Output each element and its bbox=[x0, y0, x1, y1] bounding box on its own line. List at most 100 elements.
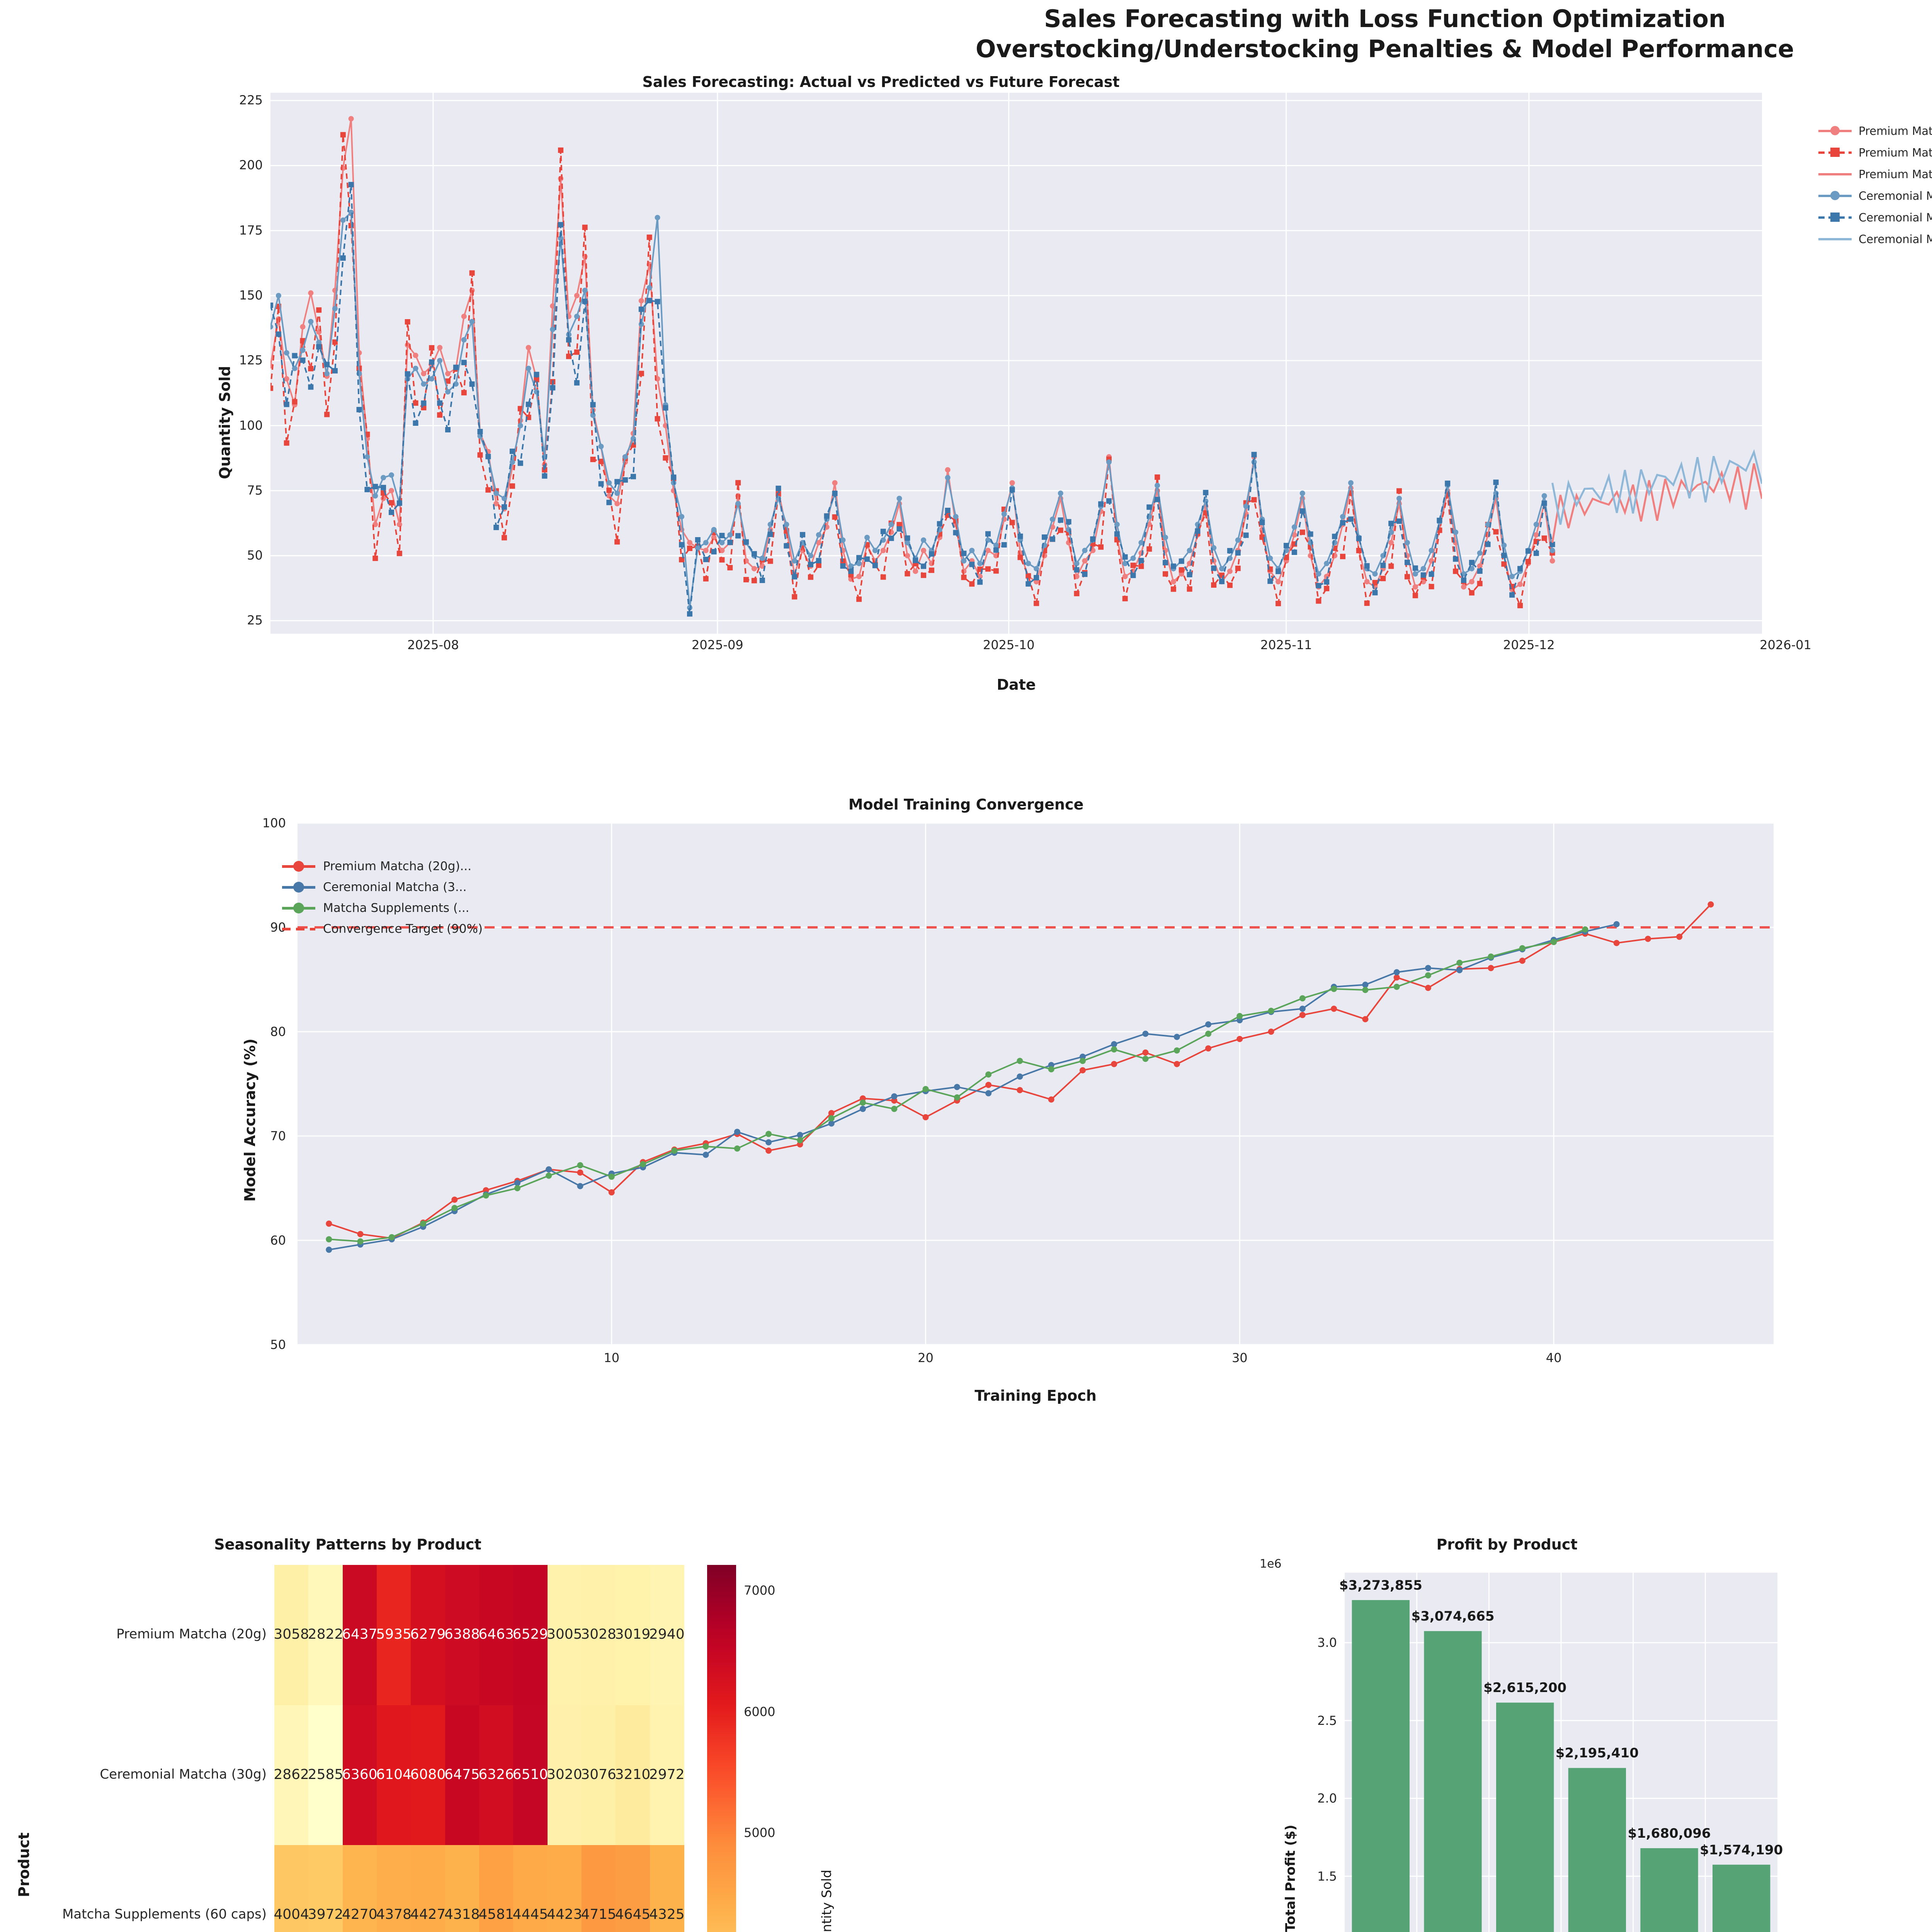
heatmap-value: 6437 bbox=[342, 1626, 378, 1643]
legend-label: Ceremonial Matcha (3... bbox=[323, 880, 467, 894]
ytick-label: 2.5 bbox=[1317, 1713, 1337, 1728]
seasonality-colorbar-label: Total Quantity Sold bbox=[819, 1869, 835, 1932]
heatmap-value: 2972 bbox=[649, 1766, 685, 1782]
heatmap-value: 4378 bbox=[376, 1906, 412, 1923]
panel-seasonality-heatmap: Seasonality Patterns by Product 3058 2822… bbox=[0, 1526, 889, 1932]
seasonality-title: Seasonality Patterns by Product bbox=[214, 1536, 481, 1553]
seasonality-ylabel: Product bbox=[15, 1832, 32, 1897]
ytick-label: 150 bbox=[239, 288, 263, 303]
seasonality-colorbar bbox=[707, 1565, 736, 1932]
heatmap-cell bbox=[582, 1845, 616, 1932]
suptitle-line-2: Overstocking/Understocking Penalties & M… bbox=[975, 34, 1794, 63]
heatmap-cell bbox=[513, 1845, 548, 1932]
heatmap-cell bbox=[582, 1565, 616, 1706]
bar-value-label: $2,615,200 bbox=[1483, 1680, 1567, 1696]
xtick-label: 40 bbox=[1546, 1350, 1562, 1365]
panel-profit-by-product: Profit by Product 1e6 Product Total Prof… bbox=[1236, 1526, 1816, 1932]
heatmap-row-label: Ceremonial Matcha (30g) bbox=[100, 1766, 267, 1782]
heatmap-cell bbox=[411, 1845, 446, 1932]
bar-value-label: $1,574,190 bbox=[1700, 1842, 1783, 1858]
heatmap-cell bbox=[342, 1565, 377, 1706]
heatmap-value: 6510 bbox=[512, 1766, 548, 1782]
colorbar-tick-label: 6000 bbox=[744, 1704, 776, 1719]
heatmap-cell bbox=[650, 1845, 684, 1932]
seasonality-plot-area: 3058 2822 6437 5935 6279 6388 6463 6529 3005 3028… bbox=[274, 1565, 685, 1932]
legend-swatch-icon bbox=[282, 861, 315, 872]
legend-item: Ceremonial Matcha (3... bbox=[282, 877, 483, 898]
legend-swatch-square-icon bbox=[1818, 213, 1852, 223]
heatmap-cell bbox=[547, 1845, 582, 1932]
xtick-label: 2026-01 bbox=[1760, 638, 1811, 652]
heatmap-value: 4423 bbox=[547, 1906, 582, 1923]
sales-forecast-title: Sales Forecasting: Actual vs Predicted v… bbox=[642, 73, 1120, 90]
ytick-label: 100 bbox=[239, 418, 263, 433]
legend-label: Matcha Supplements (... bbox=[323, 901, 469, 915]
heatmap-value: 6388 bbox=[444, 1626, 480, 1643]
heatmap-row-label: Premium Matcha (20g) bbox=[116, 1626, 267, 1642]
heatmap-cell bbox=[616, 1565, 650, 1706]
heatmap-value: 6463 bbox=[478, 1626, 514, 1643]
sales-forecast-plot-area bbox=[270, 93, 1762, 634]
bar-value-label: $3,273,855 bbox=[1339, 1577, 1422, 1593]
heatmap-value: 4270 bbox=[342, 1906, 378, 1923]
heatmap-value: 6475 bbox=[444, 1766, 480, 1782]
heatmap-cell bbox=[445, 1565, 480, 1706]
ytick-label: 125 bbox=[239, 353, 263, 368]
legend-label: Premium Matcha (20g)... (Forecast) bbox=[1859, 168, 1932, 181]
xtick-label: 2025-08 bbox=[407, 638, 459, 652]
heatmap-value: 5935 bbox=[376, 1626, 412, 1643]
heatmap-cell bbox=[308, 1565, 343, 1706]
ytick-label: 175 bbox=[239, 223, 263, 238]
training-convergence-plot-area bbox=[298, 823, 1774, 1345]
ytick-label: 1.5 bbox=[1317, 1869, 1337, 1884]
ytick-label: 70 bbox=[270, 1129, 286, 1143]
xtick-label: 10 bbox=[604, 1350, 620, 1365]
legend-swatch-circle-icon bbox=[1818, 126, 1852, 136]
heatmap-value: 6080 bbox=[410, 1766, 446, 1782]
ytick-label: 2.0 bbox=[1317, 1791, 1337, 1806]
legend-swatch-square-icon bbox=[1818, 148, 1852, 158]
training-convergence-ylabel: Model Accuracy (%) bbox=[242, 1038, 259, 1202]
heatmap-value: 3972 bbox=[308, 1906, 344, 1923]
heatmap-cell bbox=[582, 1705, 616, 1845]
heatmap-value: 3005 bbox=[547, 1626, 582, 1643]
sales-forecast-legend: Premium Matcha (20g)... (Actual) Premium … bbox=[1812, 116, 1932, 255]
ytick-label: 90 bbox=[270, 920, 286, 935]
xtick-label: 20 bbox=[918, 1350, 934, 1365]
heatmap-value: 3019 bbox=[615, 1626, 651, 1643]
heatmap-cell bbox=[513, 1565, 548, 1706]
legend-swatch-circle-icon bbox=[1818, 191, 1852, 201]
heatmap-value: 3076 bbox=[581, 1766, 616, 1782]
heatmap-cell bbox=[274, 1705, 309, 1845]
heatmap-value: 6326 bbox=[478, 1766, 514, 1782]
heatmap-value: 2940 bbox=[649, 1626, 685, 1643]
legend-item: Ceremonial Matcha (3... (Predicted) bbox=[1818, 208, 1932, 227]
heatmap-cell bbox=[479, 1845, 514, 1932]
heatmap-value: 4645 bbox=[615, 1906, 651, 1923]
heatmap-cell bbox=[274, 1565, 309, 1706]
legend-swatch-icon bbox=[282, 882, 315, 893]
ytick-label: 25 bbox=[247, 613, 263, 628]
legend-item: Ceremonial Matcha (3... (Forecast) bbox=[1818, 230, 1932, 249]
legend-label: Premium Matcha (20g)... (Actual) bbox=[1859, 124, 1932, 138]
legend-item: Premium Matcha (20g)... bbox=[282, 856, 483, 877]
heatmap-cell bbox=[377, 1845, 412, 1932]
ytick-label: 200 bbox=[239, 158, 263, 173]
legend-item: Premium Matcha (20g)... (Forecast) bbox=[1818, 165, 1932, 184]
heatmap-value: 3058 bbox=[274, 1626, 309, 1643]
figure-suptitle: Sales Forecasting with Loss Function Opt… bbox=[0, 4, 1932, 64]
legend-item: Convergence Target (90%) bbox=[282, 918, 483, 939]
xtick-label: 2025-11 bbox=[1260, 638, 1312, 652]
legend-item: Matcha Supplements (... bbox=[282, 898, 483, 918]
bar-value-label: $1,680,096 bbox=[1628, 1826, 1711, 1842]
legend-item: Premium Matcha (20g)... (Actual) bbox=[1818, 121, 1932, 141]
heatmap-cell bbox=[616, 1845, 650, 1932]
heatmap-value: 4427 bbox=[410, 1906, 446, 1923]
heatmap-cell bbox=[411, 1705, 446, 1845]
heatmap-cell bbox=[411, 1565, 446, 1706]
legend-label: Ceremonial Matcha (3... (Forecast) bbox=[1859, 233, 1932, 246]
training-convergence-xlabel: Training Epoch bbox=[975, 1387, 1097, 1404]
bar-value-label: $3,074,665 bbox=[1411, 1609, 1495, 1624]
ytick-label: 80 bbox=[270, 1024, 286, 1039]
heatmap-cell bbox=[274, 1845, 309, 1932]
